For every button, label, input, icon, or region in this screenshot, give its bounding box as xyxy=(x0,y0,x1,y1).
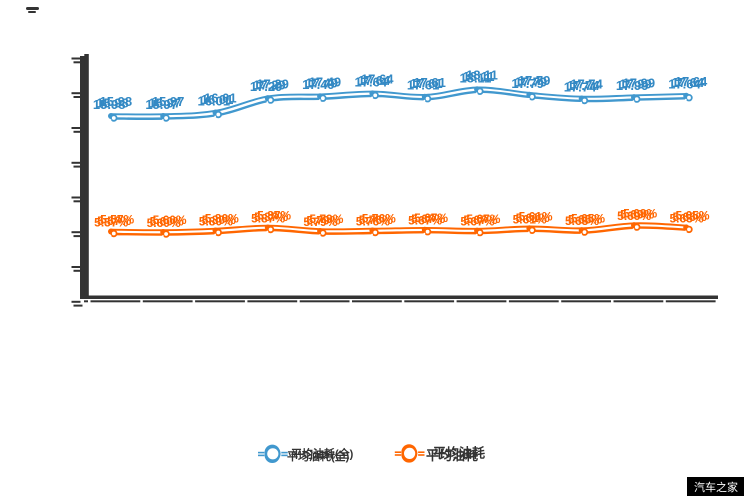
svg-text:15.97: 15.97 xyxy=(149,96,182,111)
svg-text:5.76%: 5.76% xyxy=(356,215,390,229)
svg-text:5.79%: 5.79% xyxy=(306,214,340,228)
svg-text:18.11: 18.11 xyxy=(463,69,495,84)
svg-text:5.60%: 5.60% xyxy=(153,213,187,227)
svg-text:17.79: 17.79 xyxy=(518,73,551,88)
svg-text:5.61%: 5.61% xyxy=(513,212,547,226)
svg-text:17.74: 17.74 xyxy=(570,77,603,92)
svg-text:16.01: 16.01 xyxy=(198,94,231,109)
svg-text:5.67%: 5.67% xyxy=(411,212,445,226)
svg-text:15.97: 15.97 xyxy=(152,94,185,109)
svg-text:17.49: 17.49 xyxy=(302,77,335,92)
svg-text:17.29: 17.29 xyxy=(253,78,286,93)
svg-text:18.11: 18.11 xyxy=(459,70,491,85)
svg-text:17.61: 17.61 xyxy=(407,78,440,93)
svg-text:5.69%: 5.69% xyxy=(623,206,657,220)
svg-text:平均油耗: 平均油耗 xyxy=(433,446,485,461)
svg-text:15.97: 15.97 xyxy=(145,97,178,112)
svg-text:15.98: 15.98 xyxy=(96,96,129,111)
svg-text:17.64: 17.64 xyxy=(355,74,388,89)
svg-text:5.61%: 5.61% xyxy=(519,210,553,224)
svg-text:17.99: 17.99 xyxy=(619,77,652,92)
svg-text:17.29: 17.29 xyxy=(256,76,289,91)
svg-text:5.69%: 5.69% xyxy=(620,208,654,222)
svg-text:5.80%: 5.80% xyxy=(199,215,233,229)
svg-text:17.29: 17.29 xyxy=(250,79,283,94)
svg-text:15.98: 15.98 xyxy=(100,94,133,109)
svg-text:17.74: 17.74 xyxy=(567,78,600,93)
svg-text:5.80%: 5.80% xyxy=(205,212,239,226)
svg-text:5.60%: 5.60% xyxy=(150,215,184,229)
svg-text:5.67%: 5.67% xyxy=(460,215,494,229)
svg-text:5.65%: 5.65% xyxy=(672,210,706,224)
svg-text:5.57%: 5.57% xyxy=(97,214,131,228)
svg-text:5.65%: 5.65% xyxy=(669,211,703,225)
svg-text:5.57%: 5.57% xyxy=(94,216,128,230)
svg-text:5.87%: 5.87% xyxy=(251,212,285,226)
svg-text:17.99: 17.99 xyxy=(623,75,656,90)
svg-text:18.11: 18.11 xyxy=(466,68,498,83)
svg-text:5.65%: 5.65% xyxy=(568,213,602,227)
svg-text:17.79: 17.79 xyxy=(511,76,544,91)
svg-text:5.65%: 5.65% xyxy=(675,209,709,223)
svg-text:5.67%: 5.67% xyxy=(466,212,500,226)
svg-text:平均油耗(全): 平均油耗(全) xyxy=(287,449,350,463)
svg-text:17.64: 17.64 xyxy=(358,73,391,88)
svg-text:5.79%: 5.79% xyxy=(303,215,337,229)
svg-text:17.61: 17.61 xyxy=(413,75,446,90)
svg-text:16.01: 16.01 xyxy=(201,92,234,107)
svg-text:5.61%: 5.61% xyxy=(516,211,550,225)
svg-text:5.67%: 5.67% xyxy=(463,213,497,227)
svg-text:5.67%: 5.67% xyxy=(414,211,448,225)
svg-text:17.64: 17.64 xyxy=(668,77,701,92)
svg-text:17.61: 17.61 xyxy=(410,76,443,91)
svg-text:5.76%: 5.76% xyxy=(359,213,393,227)
svg-text:17.49: 17.49 xyxy=(305,76,338,91)
svg-text:17.64: 17.64 xyxy=(672,75,705,90)
svg-text:17.64: 17.64 xyxy=(361,72,394,87)
svg-text:5.57%: 5.57% xyxy=(100,213,134,227)
svg-text:5.79%: 5.79% xyxy=(309,212,343,226)
svg-text:5.60%: 5.60% xyxy=(147,216,181,230)
svg-text:5.65%: 5.65% xyxy=(565,214,599,228)
svg-text:17.64: 17.64 xyxy=(675,74,708,89)
svg-text:平均油耗(全): 平均油耗(全) xyxy=(291,447,354,461)
svg-text:5.67%: 5.67% xyxy=(408,214,442,228)
svg-text:5.87%: 5.87% xyxy=(257,209,291,223)
svg-text:16.01: 16.01 xyxy=(204,91,237,106)
svg-text:5.65%: 5.65% xyxy=(571,211,605,225)
svg-text:15.98: 15.98 xyxy=(93,97,126,112)
svg-text:平均油耗: 平均油耗 xyxy=(426,448,478,463)
svg-text:17.74: 17.74 xyxy=(564,80,597,95)
svg-text:5.80%: 5.80% xyxy=(202,213,236,227)
svg-text:17.49: 17.49 xyxy=(309,74,342,89)
svg-text:5.87%: 5.87% xyxy=(254,210,288,224)
svg-text:5.76%: 5.76% xyxy=(362,212,396,226)
svg-text:汽车之家: 汽车之家 xyxy=(694,480,738,494)
svg-text:17.79: 17.79 xyxy=(515,74,548,89)
svg-text:17.99: 17.99 xyxy=(616,78,649,93)
svg-text:5.69%: 5.69% xyxy=(617,209,651,223)
